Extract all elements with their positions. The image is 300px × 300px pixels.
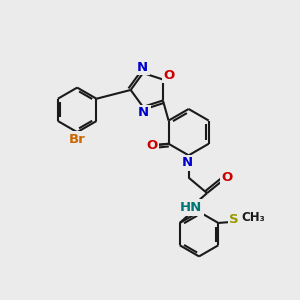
Text: CH₃: CH₃	[242, 211, 265, 224]
Text: N: N	[182, 156, 193, 169]
Text: S: S	[229, 214, 239, 226]
Text: N: N	[137, 61, 148, 74]
Text: HN: HN	[180, 201, 202, 214]
Text: Br: Br	[69, 133, 86, 146]
Text: O: O	[221, 171, 233, 184]
Text: N: N	[138, 106, 149, 119]
Text: O: O	[146, 139, 158, 152]
Text: O: O	[163, 68, 175, 82]
